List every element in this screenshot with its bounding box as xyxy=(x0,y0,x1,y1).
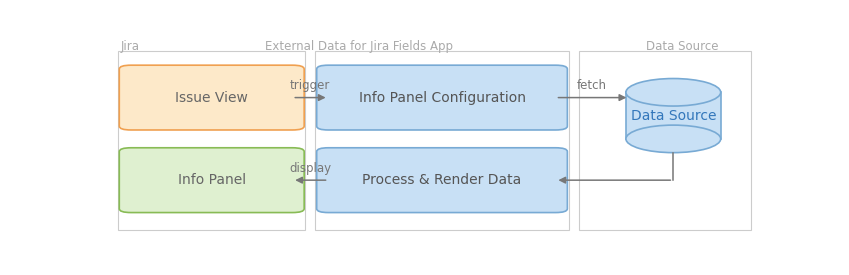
FancyBboxPatch shape xyxy=(119,65,304,130)
FancyBboxPatch shape xyxy=(317,148,567,213)
Text: Data Source: Data Source xyxy=(645,40,718,53)
Text: Info Panel Configuration: Info Panel Configuration xyxy=(358,90,526,104)
Text: fetch: fetch xyxy=(576,79,607,92)
FancyBboxPatch shape xyxy=(578,51,751,230)
Text: External Data for Jira Fields App: External Data for Jira Fields App xyxy=(266,40,453,53)
Text: Process & Render Data: Process & Render Data xyxy=(363,173,521,187)
Text: Issue View: Issue View xyxy=(175,90,248,104)
Text: display: display xyxy=(289,162,331,175)
Text: trigger: trigger xyxy=(290,79,330,92)
Ellipse shape xyxy=(626,125,721,153)
Text: Jira: Jira xyxy=(121,40,139,53)
FancyBboxPatch shape xyxy=(119,148,304,213)
Text: Info Panel: Info Panel xyxy=(177,173,246,187)
FancyBboxPatch shape xyxy=(317,65,567,130)
Text: Data Source: Data Source xyxy=(631,109,716,123)
FancyBboxPatch shape xyxy=(315,51,569,230)
FancyBboxPatch shape xyxy=(118,51,306,230)
Polygon shape xyxy=(626,92,721,139)
Ellipse shape xyxy=(626,79,721,106)
